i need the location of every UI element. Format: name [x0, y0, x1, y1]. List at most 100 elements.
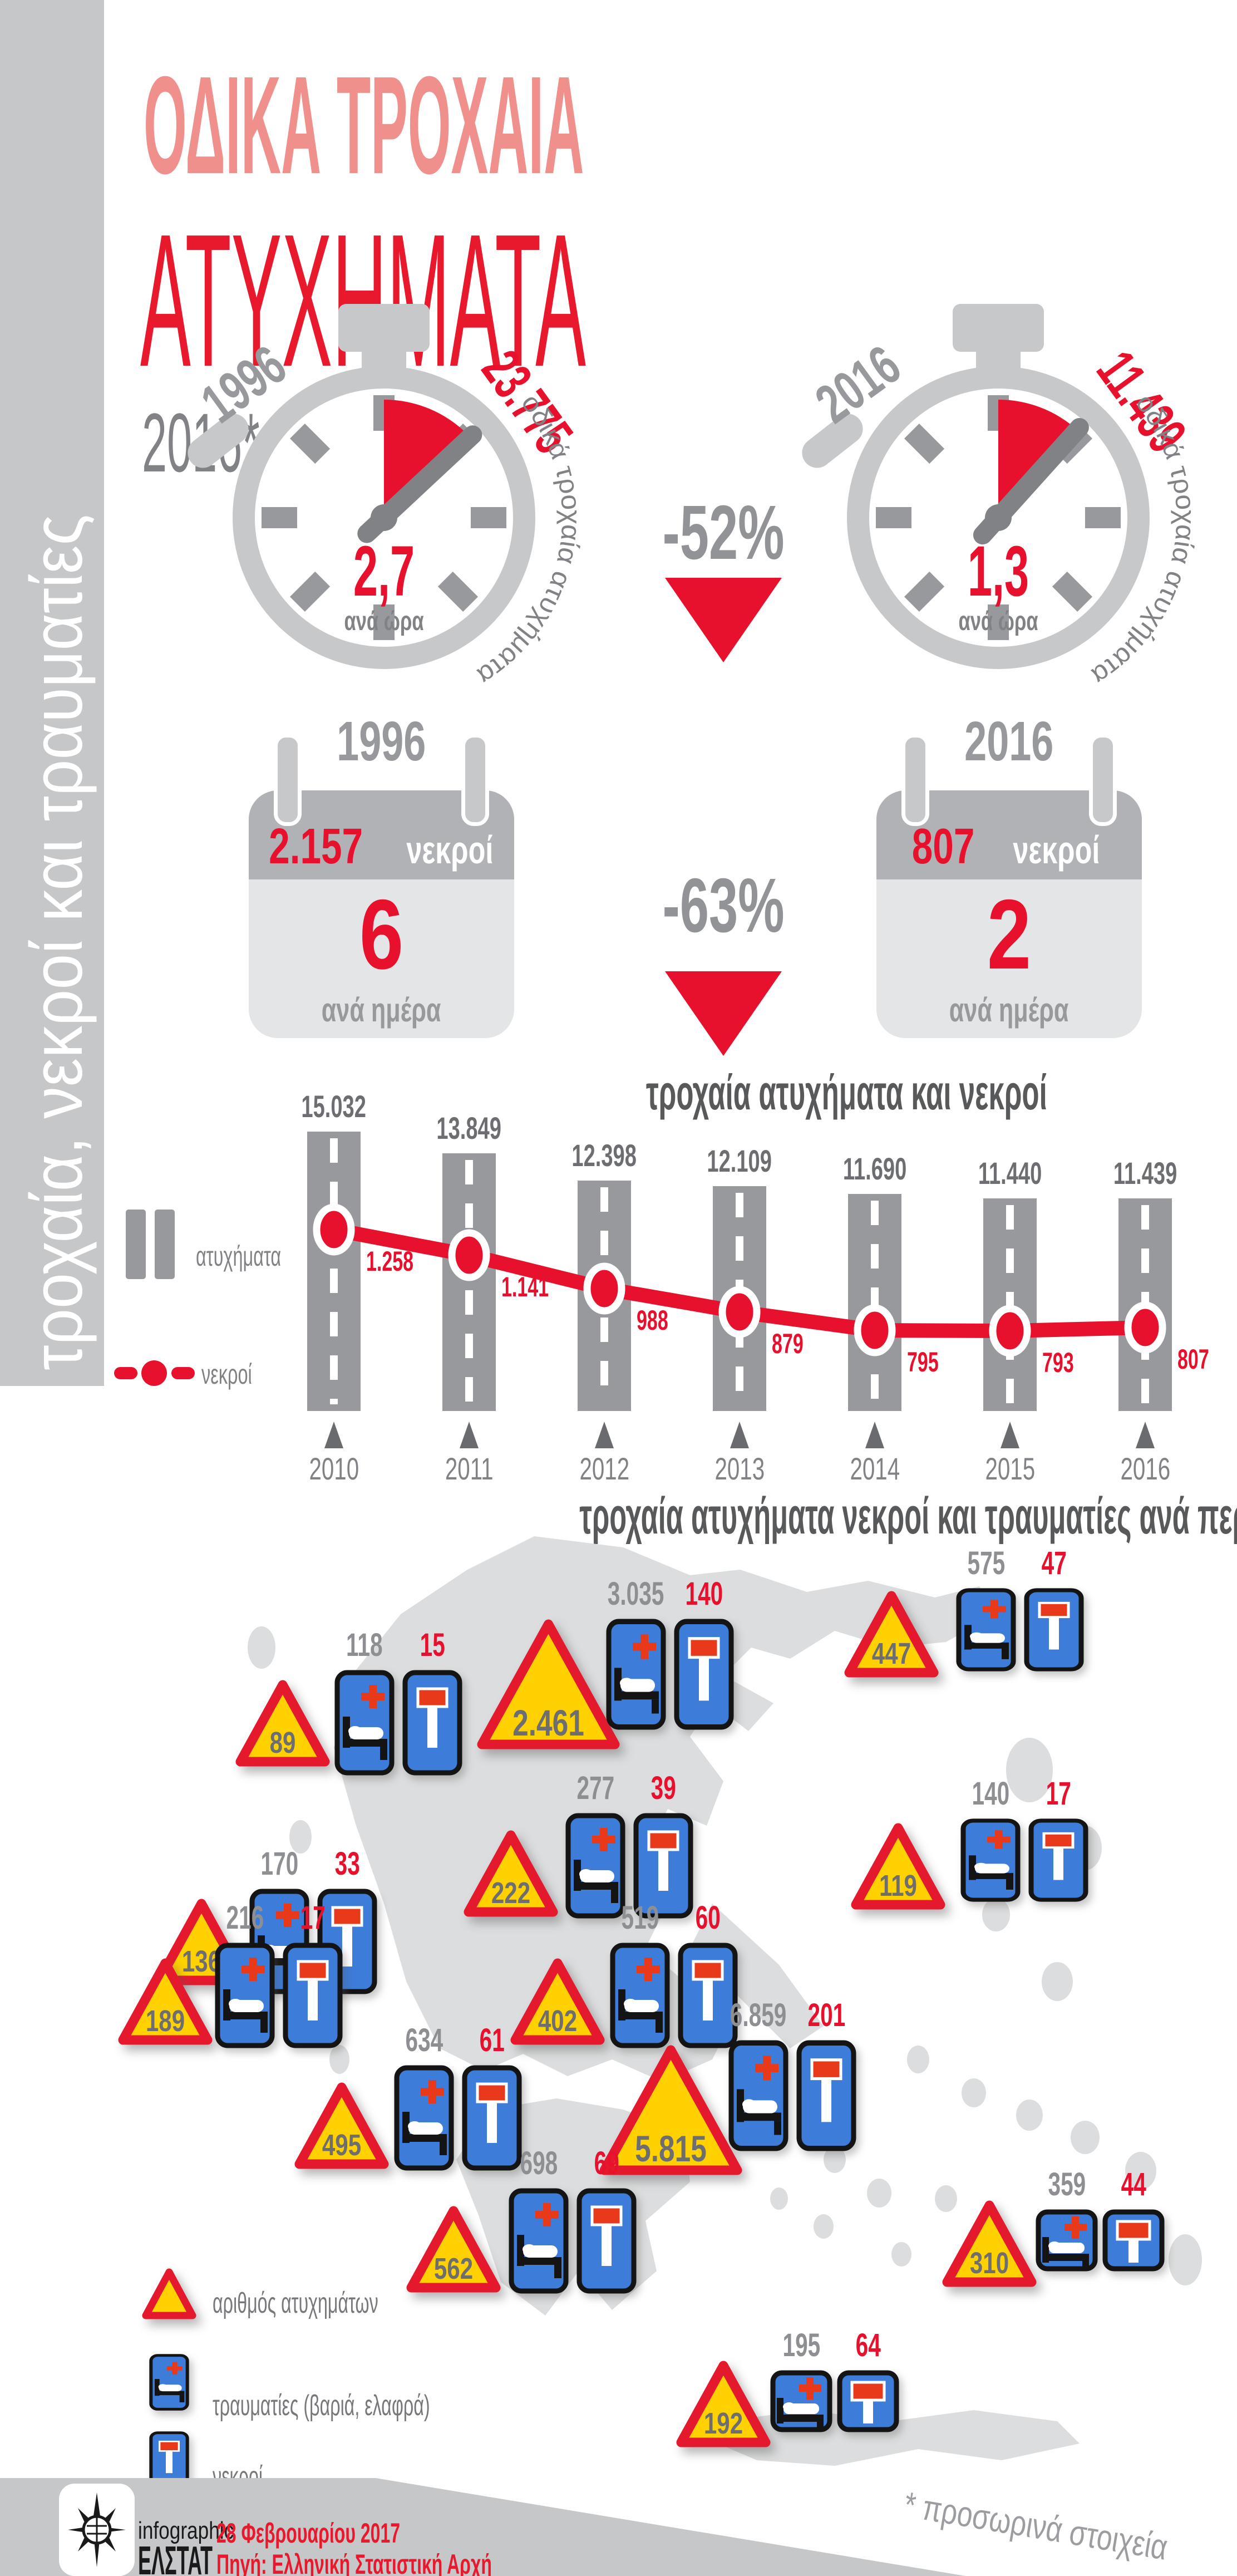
- accidents-triangle-icon: [140, 2267, 198, 2323]
- injured-sign-icon: [728, 2040, 788, 2154]
- accidents-bar: [983, 1198, 1037, 1411]
- deaths-sign-icon: [1024, 1588, 1084, 1674]
- down-arrow-icon: [665, 971, 782, 1056]
- svg-text:2.461: 2.461: [512, 1702, 584, 1744]
- injured-sign-icon: [770, 2370, 832, 2435]
- stopwatch-rate-unit: ανά ώρα: [344, 606, 423, 636]
- injured-count-label: 6.859: [730, 1997, 787, 2033]
- injured-count-label: 698: [520, 2145, 558, 2181]
- deaths-count-label: 140: [685, 1576, 723, 1612]
- injured-count-label: 140: [972, 1776, 1009, 1812]
- year-arrow-icon: [1136, 1422, 1155, 1448]
- accidents-triangle-icon: 119: [849, 1821, 948, 1914]
- injured-sign-icon: [960, 1818, 1021, 1905]
- deaths-value-label: 793: [1042, 1347, 1074, 1378]
- calendar-card: 807 νεκροί 2 ανά ημέρα: [876, 790, 1142, 1038]
- deaths-sign-icon: [633, 1813, 693, 1921]
- deaths-sign-icon: [283, 1943, 343, 2051]
- accidents-bar: [848, 1194, 901, 1411]
- svg-text:495: 495: [322, 2128, 361, 2162]
- svg-text:119: 119: [879, 1869, 917, 1902]
- accidents-triangle-icon: 5.815: [597, 2043, 745, 2179]
- accidents-triangle-legend-label: αριθμός ατυχημάτων: [213, 2287, 378, 2319]
- calendar-card: 2.157 νεκροί 6 ανά ημέρα: [249, 790, 514, 1038]
- per-day-label: ανά ημέρα: [322, 991, 441, 1029]
- deaths-count-label: 69: [594, 2145, 619, 2181]
- svg-text:222: 222: [491, 1876, 530, 1910]
- deaths-value-label: 1.258: [366, 1246, 414, 1277]
- accidents-triangle-icon: 2.461: [475, 1617, 622, 1753]
- deaths-per-day: 6: [359, 879, 404, 990]
- year-label: 2013: [714, 1451, 765, 1486]
- calendar-year: 1996: [337, 710, 426, 773]
- deaths-count-label: 47: [1041, 1545, 1067, 1581]
- calendar-ring-icon: [461, 734, 489, 826]
- year-arrow-icon: [865, 1422, 884, 1448]
- down-arrow-icon: [665, 578, 782, 662]
- bar-value-label: 11.440: [978, 1156, 1042, 1191]
- stopwatch-1996: 1996 23.775 οδικά τροχαία ατυχήματα 2,7 …: [188, 304, 585, 691]
- chart-title: τροχαία ατυχήματα και νεκροί: [645, 1065, 1047, 1120]
- injured-sign-icon: [956, 1588, 1016, 1674]
- calendar-ring-icon: [274, 734, 302, 826]
- deaths-sign-icon: [837, 2370, 899, 2435]
- accidents-bar: [442, 1153, 496, 1411]
- deaths-count-label: 33: [334, 1846, 360, 1882]
- year-arrow-icon: [1001, 1422, 1019, 1448]
- injured-sign-icon: [565, 1813, 625, 1921]
- road-dash-icon: [1006, 1205, 1014, 1404]
- bar-value-label: 13.849: [436, 1110, 502, 1146]
- accidents-triangle-icon: 402: [508, 1956, 607, 2049]
- side-vertical-title: τροχαία, νεκροί και τραυματίες: [18, 514, 97, 1370]
- svg-text:136: 136: [182, 1945, 221, 1978]
- deaths-total: 2.157: [268, 819, 363, 874]
- calendar-ring-icon: [901, 734, 929, 826]
- calendar-1996: 1996 2.157 νεκροί 6 ανά ημέρα: [249, 710, 514, 1038]
- accidents-bar: [307, 1132, 361, 1411]
- bar-value-label: 11.690: [842, 1151, 907, 1186]
- deaths-count-label: 39: [650, 1770, 676, 1806]
- road-dash-icon: [871, 1201, 879, 1404]
- deaths-count-label: 44: [1121, 2166, 1146, 2203]
- accidents-triangle-icon: 189: [116, 1956, 215, 2049]
- injured-sign-icon: [1036, 2209, 1098, 2274]
- side-band: [0, 0, 104, 1386]
- road-dash-icon: [330, 1138, 338, 1404]
- injured-sign-icon: [610, 1943, 670, 2051]
- deaths-sign-icon: [796, 2040, 856, 2154]
- injured-count-label: 216: [226, 1900, 264, 1936]
- elstat-logo: [59, 2484, 135, 2576]
- injured-sign-icon: [606, 1619, 666, 1733]
- svg-text:310: 310: [970, 2246, 1009, 2280]
- deaths-value-label: 1.141: [501, 1271, 549, 1302]
- injured-count-label: 575: [967, 1545, 1005, 1581]
- deaths-count-label: 15: [420, 1627, 445, 1663]
- bar-value-label: 15.032: [301, 1089, 367, 1124]
- deaths-value-label: 879: [772, 1328, 804, 1359]
- deaths-value-label: 988: [637, 1305, 668, 1336]
- provisional-data-footnote: * προσωρινά στοιχεία: [901, 2484, 1171, 2568]
- stopwatch-rate-unit: ανά ώρα: [958, 606, 1038, 636]
- deaths-legend-icon: [114, 1360, 195, 1386]
- footer-elstat-label: ΕΛΣΤΑΤ: [138, 2539, 213, 2576]
- deaths-count-label: 64: [855, 2327, 881, 2363]
- year-label: 2016: [1120, 1451, 1170, 1486]
- injured-count-label: 170: [260, 1846, 298, 1882]
- svg-text:189: 189: [146, 2004, 185, 2038]
- injured-sign-icon: [215, 1943, 275, 2051]
- accidents-triangle-icon: 222: [461, 1828, 560, 1921]
- deaths-value-label: 795: [907, 1346, 939, 1378]
- injured-sign-icon: [394, 2065, 454, 2174]
- stopwatch-rate: 1,3: [968, 532, 1029, 611]
- accidents-triangle-icon: 562: [404, 2204, 503, 2297]
- deaths-count-label: 61: [479, 2022, 505, 2058]
- accidents-triangle-icon: 192: [674, 2358, 773, 2451]
- year-arrow-icon: [460, 1422, 479, 1448]
- deaths-count-label: 17: [300, 1900, 326, 1936]
- injured-count-label: 359: [1048, 2166, 1086, 2203]
- svg-text:402: 402: [538, 2004, 577, 2038]
- page-title-line1: ΟΔΙΚΑ ΤΡΟΧΑΙΑ: [144, 47, 584, 203]
- deaths-change-badge: -63%: [662, 863, 785, 948]
- injured-count-label: 277: [576, 1770, 614, 1806]
